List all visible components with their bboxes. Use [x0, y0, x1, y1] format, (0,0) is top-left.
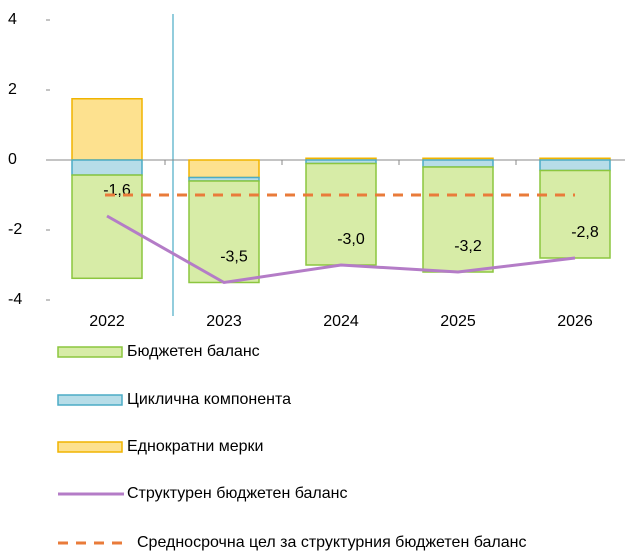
x-tick-label: 2023 — [206, 313, 242, 330]
data-label: -3,0 — [337, 231, 365, 248]
legend-label: Еднократни мерки — [127, 438, 263, 455]
legend-label: Циклична компонента — [127, 391, 291, 408]
bar-segment — [422, 159, 494, 168]
data-label: -2,8 — [571, 224, 599, 241]
legend-label: Средносрочна цел за структурния бюджетен… — [137, 534, 527, 551]
bar-segment — [188, 180, 260, 284]
legend-swatch — [57, 394, 123, 406]
bar-segment — [71, 174, 143, 280]
line — [106, 214, 576, 285]
x-tick-label: 2022 — [89, 313, 125, 330]
bar-segment — [305, 162, 377, 266]
bar-segment — [71, 159, 143, 176]
data-label: -3,5 — [220, 249, 248, 266]
y-tick-label: -2 — [8, 221, 22, 238]
bar-segment — [539, 159, 611, 172]
y-tick-label: 0 — [8, 151, 17, 168]
data-label: -1,6 — [103, 182, 131, 199]
bar-segment — [71, 98, 143, 161]
y-tick-label: 2 — [8, 81, 17, 98]
y-tick-label: 4 — [8, 11, 17, 28]
data-label: -3,2 — [454, 238, 482, 255]
legend-label: Структурен бюджетен баланс — [127, 485, 348, 502]
x-tick-label: 2026 — [557, 313, 593, 330]
y-tick-label: -4 — [8, 291, 22, 308]
bar-segment — [422, 166, 494, 273]
bar-segment — [539, 169, 611, 259]
legend-swatch — [57, 441, 123, 453]
x-tick-label: 2024 — [323, 313, 359, 330]
bar-segment — [188, 159, 260, 179]
x-tick-label: 2025 — [440, 313, 476, 330]
legend-label: Бюджетен баланс — [127, 343, 260, 360]
legend-swatch — [57, 346, 123, 358]
